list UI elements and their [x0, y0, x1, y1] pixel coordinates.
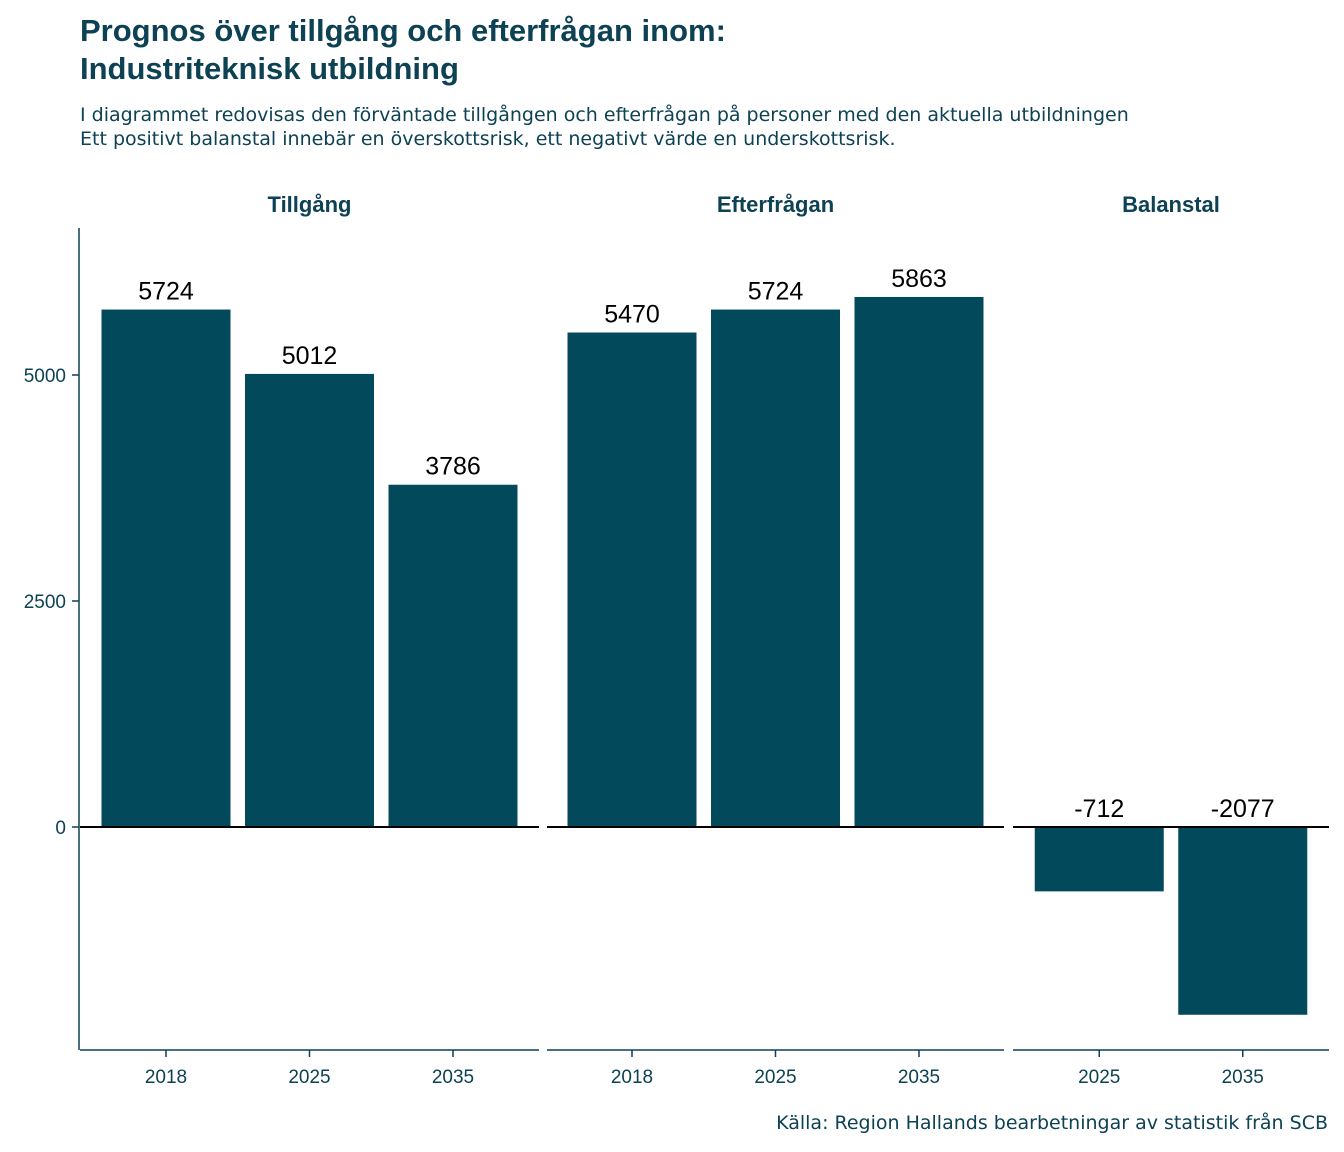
subtitle-line-2: Ett positivt balanstal innebär en översk… [80, 128, 896, 150]
title-line-1: Prognos över tillgång och efterfrågan in… [80, 13, 726, 48]
bar [388, 484, 518, 827]
data-label: 5724 [138, 278, 194, 306]
data-label: 5470 [604, 301, 660, 329]
x-tick-label: 2035 [432, 1067, 474, 1088]
facet-strip-label: Efterfrågan [717, 192, 834, 217]
x-tick-label: 2018 [611, 1067, 653, 1088]
bar [567, 332, 697, 827]
bar [854, 296, 984, 827]
x-tick-label: 2025 [754, 1067, 796, 1088]
data-label: 3786 [425, 453, 481, 481]
facet-strip-label: Tillgång [268, 192, 352, 217]
data-label: 5012 [282, 342, 338, 370]
x-tick-label: 2018 [145, 1067, 187, 1088]
bar [1034, 827, 1164, 892]
x-tick-label: 2025 [288, 1067, 330, 1088]
y-tick-label: 0 [55, 818, 66, 839]
x-tick-label: 2025 [1078, 1067, 1120, 1088]
bar [245, 373, 374, 827]
bar [1178, 827, 1308, 1015]
subtitle-line-1: I diagrammet redovisas den förväntade ti… [80, 104, 1129, 126]
bar [711, 309, 840, 827]
chart-title: Prognos över tillgång och efterfrågan in… [80, 12, 726, 88]
data-label: -2077 [1211, 795, 1275, 823]
y-tick-label: 5000 [24, 366, 66, 387]
source-caption: Källa: Region Hallands bearbetningar av … [776, 1112, 1328, 1134]
data-label: -712 [1074, 795, 1124, 823]
facet-strip-label: Balanstal [1122, 192, 1220, 217]
bar [101, 309, 231, 827]
x-tick-label: 2035 [898, 1067, 940, 1088]
title-line-2: Industriteknisk utbildning [80, 51, 459, 86]
data-label: 5863 [891, 265, 947, 293]
chart-subtitle: I diagrammet redovisas den förväntade ti… [80, 103, 1129, 151]
data-label: 5724 [748, 278, 804, 306]
y-tick-label: 2500 [24, 592, 66, 613]
x-tick-label: 2035 [1222, 1067, 1264, 1088]
